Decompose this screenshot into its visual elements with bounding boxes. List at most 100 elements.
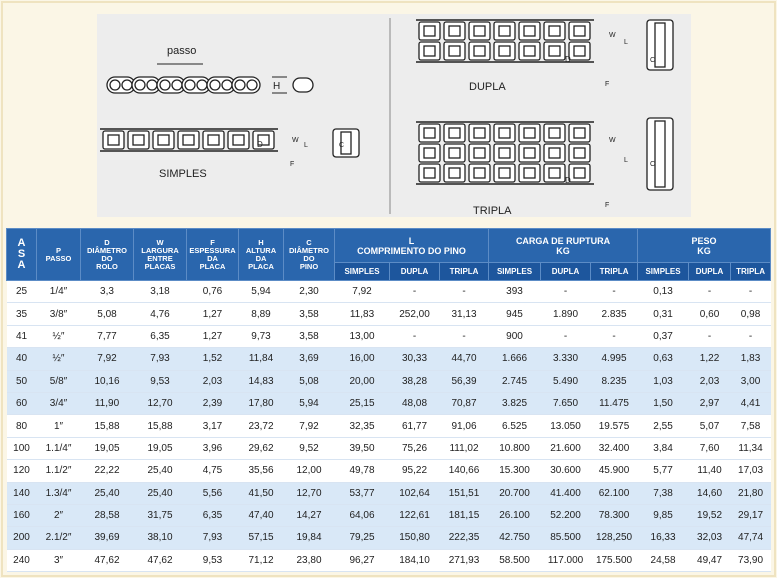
subheader-cell: SIMPLES [488, 262, 542, 281]
table-cell: 19.575 [590, 414, 638, 438]
table-cell: 48,08 [389, 392, 440, 416]
table-cell: 20,00 [334, 370, 390, 393]
chain-part [146, 79, 158, 91]
table-cell: 2,03 [688, 370, 731, 393]
table-cell: 4,76 [133, 302, 187, 326]
table-cell: 32,35 [334, 414, 390, 438]
table-cell: 3,3 [80, 280, 134, 304]
header-cell: L COMPRIMENTO DO PINO [333, 228, 490, 263]
header-text: F [210, 237, 215, 247]
header-cell: P PASSO [36, 228, 81, 281]
header-text: ALTURA [245, 245, 277, 255]
table-cell: 52.200 [540, 504, 591, 528]
table-cell: 5/8″ [36, 370, 81, 393]
chain-part [448, 167, 461, 179]
table-cell: 5,08 [80, 302, 134, 326]
table-cell: 2″ [36, 504, 81, 528]
header-row: A S A P PASSO D DIÂMETRO DO ROLO W LARGURA ENTRE PLA… [6, 228, 772, 281]
table-cell: 26.100 [488, 504, 541, 528]
header-text: PASSO [45, 253, 72, 263]
table-cell: 38,28 [389, 370, 440, 393]
label-l: L [624, 157, 628, 164]
table-cell: 5,56 [186, 482, 239, 505]
chain-part [548, 127, 561, 139]
table-cell: - [389, 280, 440, 304]
header-text: DA [207, 253, 218, 263]
table-cell: 7,38 [637, 482, 689, 505]
header-text: PLACAS [144, 261, 176, 271]
table-cell: 4.995 [590, 347, 638, 371]
chain-part [423, 147, 436, 159]
table-cell: 151,51 [439, 482, 489, 505]
chain-part [573, 147, 586, 159]
header-text: L [408, 235, 415, 246]
table-cell: 140,66 [439, 459, 489, 483]
table-cell: 9,73 [238, 325, 284, 349]
table-cell: 47,62 [133, 549, 187, 573]
table-cell: 25,40 [133, 482, 187, 505]
label-c: C [650, 57, 655, 64]
table-cell: 25 [6, 280, 37, 304]
chain-part [523, 127, 536, 139]
table-cell: 0,98 [730, 302, 771, 326]
chain-part [498, 167, 511, 179]
chain-part [498, 45, 511, 57]
table-cell: 1.1/4″ [36, 437, 81, 461]
table-cell: 14,27 [283, 504, 335, 528]
table-cell: 71,12 [238, 549, 284, 573]
table-cell: 1.1/2″ [36, 459, 81, 483]
table-cell: 47,62 [80, 549, 134, 573]
table-cell: 2,39 [186, 392, 239, 416]
table-cell: 184,10 [389, 549, 440, 573]
table-cell: 117.000 [540, 549, 591, 573]
table-cell: 11,83 [334, 302, 390, 326]
header-text: DO [101, 253, 113, 263]
table-row: 60 3/4″ 11,90 12,70 2,39 17,80 5,94 25,15 48,08 7… [6, 392, 771, 416]
table-cell: 128,250 [590, 526, 638, 550]
chain-part [257, 134, 270, 146]
table-cell: 8.235 [590, 370, 638, 393]
table-cell: - [439, 280, 489, 304]
header-text: COMPRIMENTO DO PINO [357, 245, 466, 256]
header-text: DIÂMETRO [87, 245, 127, 255]
chain-part [184, 79, 196, 91]
table-cell: 30.600 [540, 459, 591, 483]
table-cell: 0,63 [637, 347, 689, 371]
subheader-cell: TRIPLA [438, 262, 490, 281]
table-row: 240 3″ 47,62 47,62 9,53 71,12 23,80 96,27 184,10… [6, 549, 771, 573]
table-cell: - [439, 325, 489, 349]
table-cell: 12,00 [283, 459, 335, 483]
label-f: F [605, 81, 609, 88]
table-cell: 4,41 [730, 392, 771, 416]
header-text: W [156, 237, 164, 247]
table-cell: 53,77 [334, 482, 390, 505]
table-cell: 32.400 [590, 437, 638, 461]
table-cell: 3,58 [283, 325, 335, 349]
chain-part [423, 45, 436, 57]
table-cell: 14,60 [688, 482, 731, 505]
table-cell: 2,03 [186, 370, 239, 393]
chain-part [121, 79, 133, 91]
table-row: 140 1.3/4″ 25,40 25,40 5,56 41,50 12,70 53,77 10… [6, 482, 771, 505]
table-cell: 3/4″ [36, 392, 81, 416]
table-cell: 5,08 [283, 370, 335, 393]
label-d: D [565, 55, 571, 64]
header-cell: F ESPESSURA DA PLACA [186, 228, 239, 281]
table-cell: 29,17 [730, 504, 771, 528]
header-text: H [258, 237, 264, 247]
header-text: ESPESSURA [189, 245, 236, 255]
table-cell: 2.1/2″ [36, 526, 81, 550]
table-cell: 2,30 [283, 280, 335, 304]
table-cell: 1,83 [730, 347, 771, 371]
table-cell: 41,50 [238, 482, 284, 505]
subheader-cell: SIMPLES [637, 262, 690, 281]
table-cell: 3.825 [488, 392, 541, 416]
label-tripla: TRIPLA [473, 205, 512, 217]
table-cell: 15,88 [80, 414, 134, 438]
chain-part [423, 127, 436, 139]
header-text: KG [697, 245, 711, 256]
table-cell: 5,94 [238, 280, 284, 304]
table-cell: 41 [6, 325, 37, 349]
table-cell: 1.666 [488, 347, 541, 371]
